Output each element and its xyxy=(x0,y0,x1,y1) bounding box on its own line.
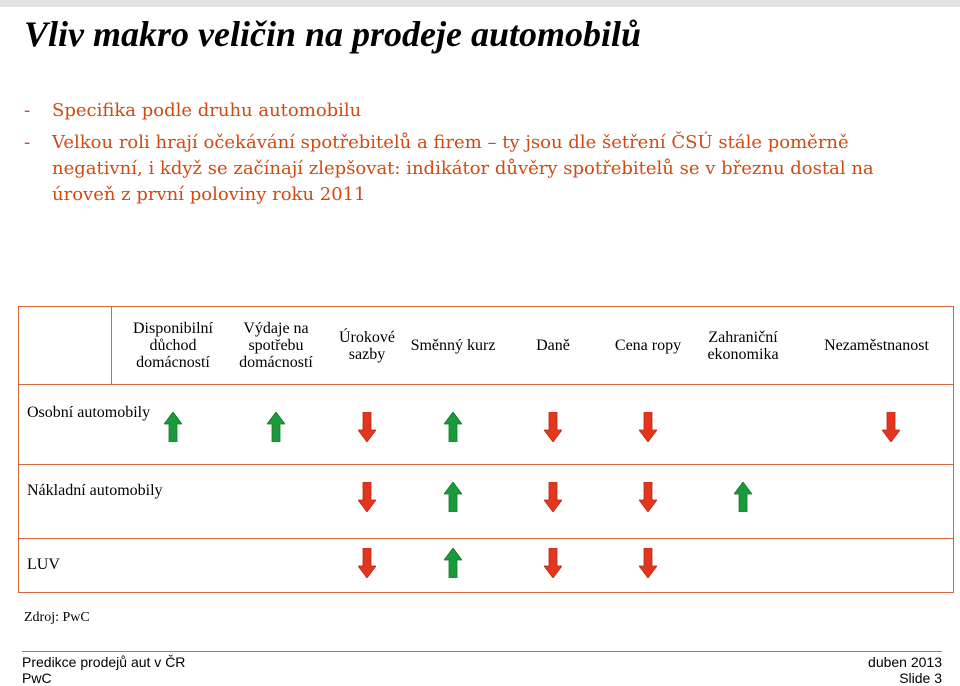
column-header: Daně xyxy=(536,337,570,354)
source-note: Zdroj: PwC xyxy=(24,610,90,625)
bullet-item: - Specifika podle druhu automobilu xyxy=(24,98,934,124)
column-header: Cena ropy xyxy=(614,337,682,354)
down-arrow-icon xyxy=(544,412,562,442)
footer-slide-number: Slide 3 xyxy=(899,670,942,686)
row-header: Nákladní automobily xyxy=(27,482,163,499)
down-arrow-icon xyxy=(358,482,376,512)
bullet-marker: - xyxy=(24,132,31,153)
footer-rule xyxy=(22,651,942,652)
down-arrow-icon xyxy=(639,412,657,442)
header-divider xyxy=(19,384,953,385)
down-arrow-icon xyxy=(544,548,562,578)
down-arrow-icon xyxy=(544,482,562,512)
footer-title: Predikce prodejů aut v ČR xyxy=(22,654,186,670)
bullet-list: - Specifika podle druhu automobilu - Vel… xyxy=(24,98,934,214)
down-arrow-icon xyxy=(639,482,657,512)
down-arrow-icon xyxy=(358,548,376,578)
footer-company: PwC xyxy=(22,670,52,686)
column-header: Úrokové sazby xyxy=(339,328,395,363)
column-header: Nezaměstnanost xyxy=(824,337,929,354)
up-arrow-icon xyxy=(164,412,182,442)
up-arrow-icon xyxy=(444,412,462,442)
row-header: Osobní automobily xyxy=(27,404,151,421)
down-arrow-icon xyxy=(882,412,900,442)
bullet-marker: - xyxy=(24,100,31,121)
row-header: LUV xyxy=(27,556,60,573)
row-divider xyxy=(19,538,953,539)
down-arrow-icon xyxy=(639,548,657,578)
title-top-rule xyxy=(0,0,960,7)
up-arrow-icon xyxy=(267,412,285,442)
impact-table: Disponibilní důchod domácností Výdaje na… xyxy=(18,306,954,593)
slide-title: Vliv makro veličin na prodeje automobilů xyxy=(24,14,642,54)
column-header: Výdaje na spotřebu domácností xyxy=(239,320,313,371)
bullet-text: Velkou roli hrají očekávání spotřebitelů… xyxy=(52,132,874,205)
up-arrow-icon xyxy=(734,482,752,512)
down-arrow-icon xyxy=(358,412,376,442)
header-corner-divider xyxy=(111,307,112,384)
up-arrow-icon xyxy=(444,548,462,578)
up-arrow-icon xyxy=(444,482,462,512)
footer-date: duben 2013 xyxy=(868,654,942,670)
column-header: Disponibilní důchod domácností xyxy=(132,320,213,371)
bullet-item: - Velkou roli hrají očekávání spotřebite… xyxy=(24,130,934,208)
column-header: Zahraniční ekonomika xyxy=(707,328,779,363)
bullet-text: Specifika podle druhu automobilu xyxy=(52,100,362,121)
row-divider xyxy=(19,464,953,465)
column-header: Směnný kurz xyxy=(410,337,496,354)
